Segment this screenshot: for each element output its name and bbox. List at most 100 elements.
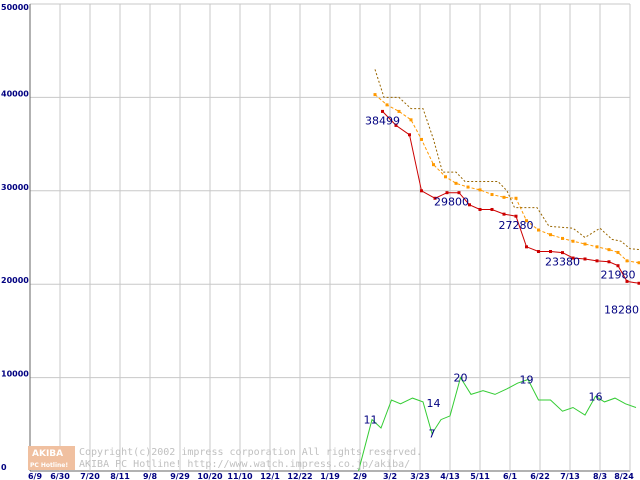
- series-point: [561, 251, 564, 255]
- x-tick-label: 7/20: [80, 472, 100, 480]
- x-tick-label: 6/30: [50, 472, 70, 480]
- series-point: [595, 245, 599, 249]
- series-point: [514, 214, 518, 218]
- x-tick-label: 2/9: [353, 472, 367, 480]
- series-point: [616, 250, 620, 254]
- series-point: [607, 248, 611, 252]
- series-point: [502, 212, 506, 216]
- series-point: [537, 250, 540, 254]
- price-data-label: 18280: [604, 303, 639, 316]
- series-point: [625, 259, 629, 263]
- series-point: [502, 195, 506, 199]
- akiba-logo-line1: AKIBA: [32, 449, 63, 459]
- series-point: [385, 103, 389, 107]
- series-point: [583, 257, 587, 261]
- y-tick-label: 40000: [1, 89, 29, 98]
- series-point: [625, 279, 629, 283]
- series-point: [445, 191, 449, 195]
- series-point: [397, 109, 401, 113]
- volume-data-label: 20: [454, 372, 468, 385]
- volume-data-label: 11: [364, 414, 378, 427]
- series-point: [549, 233, 552, 237]
- y-tick-label: 20000: [1, 276, 29, 285]
- series-point: [420, 137, 423, 141]
- series-point: [514, 196, 518, 200]
- x-tick-label: 3/2: [383, 472, 397, 480]
- x-tick-label: 8/11: [110, 472, 130, 480]
- x-tick-label: 4/13: [440, 472, 460, 480]
- series-point: [571, 256, 575, 260]
- series-point: [525, 245, 528, 249]
- price-data-label: 27280: [499, 219, 534, 232]
- series-point: [637, 261, 640, 265]
- series-point: [466, 185, 470, 189]
- x-tick-label: 8/3: [593, 472, 607, 480]
- price-series: [373, 69, 640, 285]
- akiba-logo-line2: PC Hotline!: [30, 462, 68, 469]
- y-tick-label: 50000: [1, 3, 29, 12]
- akiba-logo: [28, 446, 75, 470]
- series-point: [595, 259, 599, 263]
- series-point: [616, 264, 620, 268]
- data-labels: 38499 29800 27280 23380 21980 18280 11 7 14 20 19 1…: [364, 114, 640, 440]
- x-tick-label: 8/24: [614, 472, 634, 480]
- series-point: [444, 175, 447, 179]
- x-tick-label: 12/1: [260, 472, 280, 480]
- x-tick-label: 9/8: [143, 472, 157, 480]
- copyright-line-2: AKIBA PC Hotline! http://www.watch.impre…: [79, 459, 410, 470]
- volume-series: [358, 376, 637, 472]
- series-point: [607, 260, 611, 264]
- series-point: [583, 242, 587, 246]
- series-point: [454, 181, 458, 185]
- series-point: [490, 207, 494, 211]
- series-point: [571, 239, 575, 243]
- series-point: [537, 228, 540, 232]
- x-tick-label: 6/9: [28, 472, 42, 480]
- volume-line: [358, 376, 637, 472]
- series-point: [433, 196, 437, 200]
- price-data-label: 23380: [545, 256, 580, 269]
- y-tick-label: 0: [1, 463, 7, 472]
- series-point: [394, 123, 398, 127]
- y-tick-label: 10000: [1, 370, 29, 379]
- price-data-label: 29800: [434, 196, 469, 209]
- x-tick-label: 6/1: [503, 472, 517, 480]
- x-tick-label: 11/10: [227, 472, 253, 480]
- series-point: [478, 188, 482, 192]
- x-tick-label: 9/29: [170, 472, 190, 480]
- series-point: [468, 203, 471, 207]
- volume-data-label: 7: [429, 428, 436, 441]
- series-point: [432, 163, 435, 167]
- series-point: [549, 250, 552, 254]
- x-tick-label: 10/20: [197, 472, 223, 480]
- volume-data-label: 19: [520, 373, 534, 386]
- x-tick-label: 6/22: [530, 472, 550, 480]
- series-point: [381, 109, 384, 113]
- x-tick-label: 5/11: [470, 472, 490, 480]
- series-point: [561, 236, 564, 240]
- copyright-watermark: AKIBA PC Hotline! Copyright(c)2002 impre…: [28, 446, 422, 470]
- series-point: [525, 219, 528, 223]
- series-line: [374, 69, 640, 251]
- x-tick-label: 7/13: [560, 472, 580, 480]
- price-data-label: 21980: [601, 269, 636, 282]
- x-axis-ticks: 6/9 6/30 7/20 8/11 9/8 9/29 10/20 11/10 12/1 12/2…: [28, 472, 634, 480]
- x-tick-label: 3/23: [410, 472, 430, 480]
- grid-lines: [29, 3, 631, 472]
- series-point: [409, 118, 413, 122]
- x-tick-label: 12/22: [287, 472, 312, 480]
- y-axis-ticks: 0 10000 20000 30000 40000 50000: [1, 3, 29, 472]
- x-tick-label: 1/19: [320, 472, 340, 480]
- volume-data-label: 14: [427, 397, 441, 410]
- series-point: [478, 207, 482, 211]
- series-point: [637, 281, 640, 285]
- series-point: [490, 193, 494, 197]
- y-tick-label: 30000: [1, 183, 29, 192]
- copyright-line-1: Copyright(c)2002 impress corporation All…: [79, 447, 422, 458]
- price-data-label: 38499: [365, 114, 400, 127]
- series-point: [420, 189, 423, 193]
- series-point: [373, 93, 377, 97]
- volume-data-label: 16: [589, 390, 603, 403]
- series-point: [408, 133, 411, 137]
